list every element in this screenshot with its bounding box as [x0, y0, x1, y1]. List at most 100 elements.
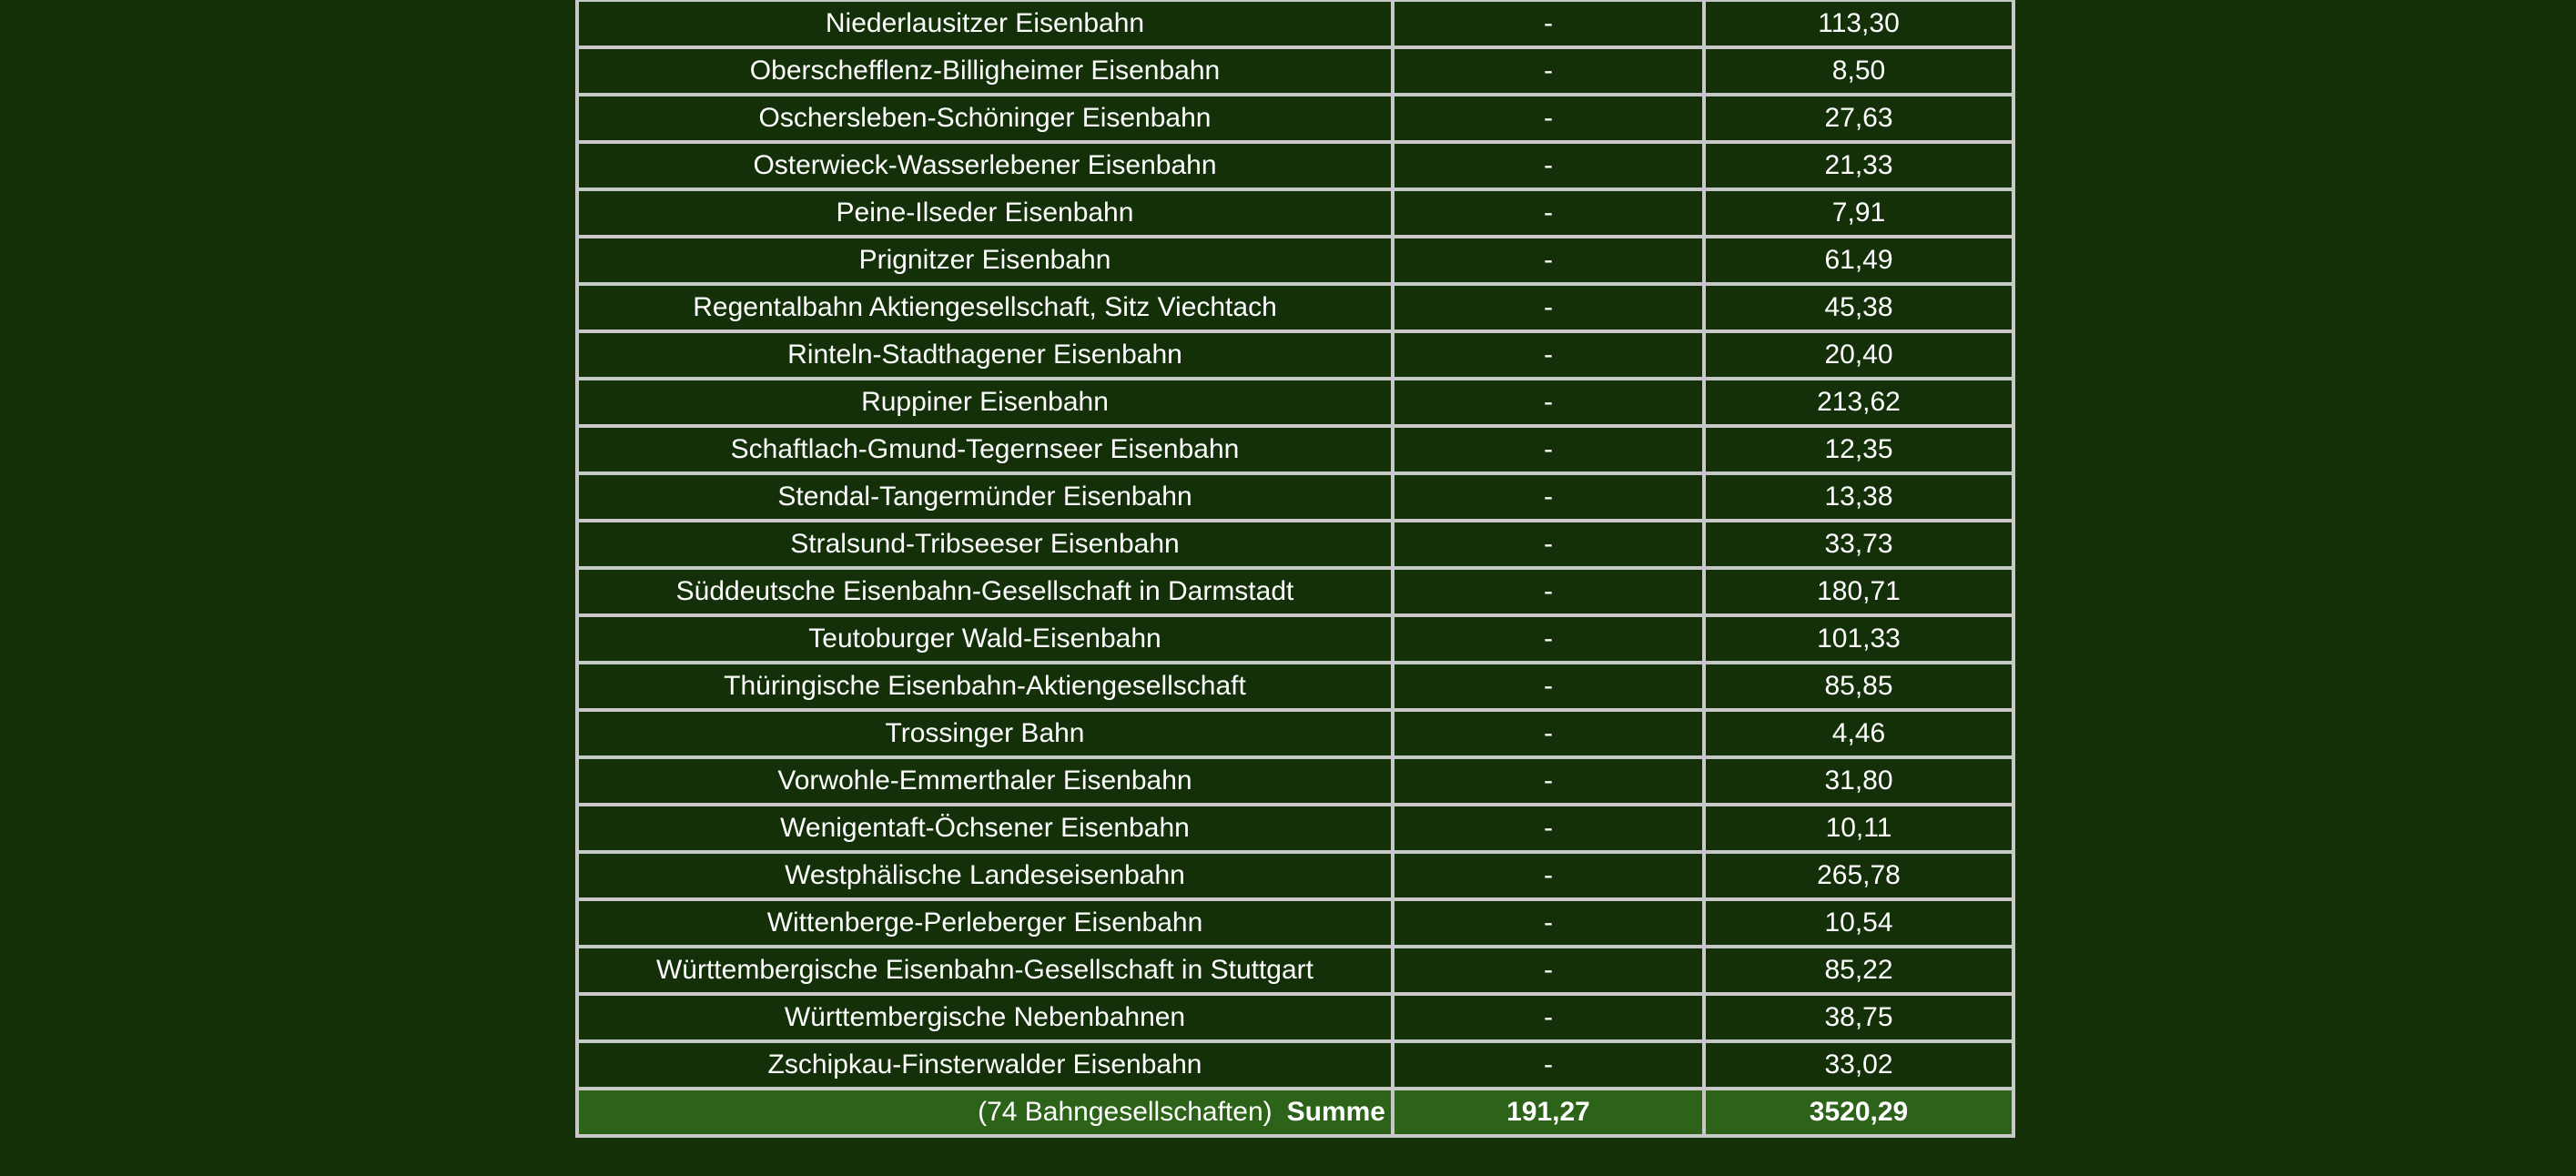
company-name-cell: Württembergische Eisenbahn-Gesellschaft … — [577, 947, 1393, 994]
value-cell-3: 8,50 — [1704, 47, 2013, 95]
table-row: Zschipkau-Finsterwalder Eisenbahn -33,02 — [577, 1041, 2013, 1089]
table-row: Osterwieck-Wasserlebener Eisenbahn -21,33 — [577, 142, 2013, 189]
value-cell-3: 33,73 — [1704, 521, 2013, 568]
company-name-cell: Rinteln-Stadthagener Eisenbahn — [577, 331, 1393, 379]
table-row: Teutoburger Wald-Eisenbahn -101,33 — [577, 615, 2013, 663]
table-row: Thüringische Eisenbahn-Aktiengesellschaf… — [577, 663, 2013, 710]
value-cell-2: - — [1393, 805, 1704, 852]
company-name-cell: Wittenberge-Perleberger Eisenbahn — [577, 899, 1393, 947]
table-row: Vorwohle-Emmerthaler Eisenbahn -31,80 — [577, 757, 2013, 805]
company-name-cell: Oschersleben-Schöninger Eisenbahn — [577, 95, 1393, 142]
value-cell-3: 113,30 — [1704, 0, 2013, 47]
company-name-cell: Trossinger Bahn — [577, 710, 1393, 757]
value-cell-2: - — [1393, 568, 1704, 615]
value-cell-2: - — [1393, 473, 1704, 521]
value-cell-2: - — [1393, 521, 1704, 568]
company-name-cell: Osterwieck-Wasserlebener Eisenbahn — [577, 142, 1393, 189]
value-cell-3: 101,33 — [1704, 615, 2013, 663]
table-row: Württembergische Eisenbahn-Gesellschaft … — [577, 947, 2013, 994]
value-cell-2: - — [1393, 237, 1704, 284]
table-row: Westphälische Landeseisenbahn -265,78 — [577, 852, 2013, 899]
summary-value-2: 191,27 — [1393, 1089, 1704, 1136]
value-cell-3: 85,22 — [1704, 947, 2013, 994]
value-cell-3: 4,46 — [1704, 710, 2013, 757]
table-row: Stralsund-Tribseeser Eisenbahn -33,73 — [577, 521, 2013, 568]
value-cell-3: 45,38 — [1704, 284, 2013, 331]
table-row: Wittenberge-Perleberger Eisenbahn -10,54 — [577, 899, 2013, 947]
company-name-cell: Oberschefflenz-Billigheimer Eisenbahn — [577, 47, 1393, 95]
value-cell-2: - — [1393, 189, 1704, 237]
company-name-cell: Wenigentaft-Öchsener Eisenbahn — [577, 805, 1393, 852]
company-name-cell: Niederlausitzer Eisenbahn — [577, 0, 1393, 47]
company-name-cell: Ruppiner Eisenbahn — [577, 379, 1393, 426]
company-name-cell: Westphälische Landeseisenbahn — [577, 852, 1393, 899]
company-name-cell: Teutoburger Wald-Eisenbahn — [577, 615, 1393, 663]
value-cell-3: 13,38 — [1704, 473, 2013, 521]
value-cell-3: 265,78 — [1704, 852, 2013, 899]
value-cell-3: 10,54 — [1704, 899, 2013, 947]
table-row: Prignitzer Eisenbahn -61,49 — [577, 237, 2013, 284]
value-cell-2: - — [1393, 142, 1704, 189]
value-cell-2: - — [1393, 331, 1704, 379]
value-cell-2: - — [1393, 710, 1704, 757]
value-cell-3: 10,11 — [1704, 805, 2013, 852]
value-cell-2: - — [1393, 284, 1704, 331]
value-cell-2: - — [1393, 1041, 1704, 1089]
value-cell-2: - — [1393, 0, 1704, 47]
value-cell-2: - — [1393, 994, 1704, 1041]
table-row: Württembergische Nebenbahnen -38,75 — [577, 994, 2013, 1041]
value-cell-3: 27,63 — [1704, 95, 2013, 142]
table-row: Ruppiner Eisenbahn -213,62 — [577, 379, 2013, 426]
value-cell-2: - — [1393, 379, 1704, 426]
table-row: Oberschefflenz-Billigheimer Eisenbahn -8,… — [577, 47, 2013, 95]
value-cell-3: 21,33 — [1704, 142, 2013, 189]
company-name-cell: Vorwohle-Emmerthaler Eisenbahn — [577, 757, 1393, 805]
value-cell-3: 12,35 — [1704, 426, 2013, 473]
value-cell-3: 7,91 — [1704, 189, 2013, 237]
table-body: Niederlausitzer Eisenbahn -113,30 Obersche… — [577, 0, 2013, 1136]
company-name-cell: Prignitzer Eisenbahn — [577, 237, 1393, 284]
summary-row: (74 Bahngesellschaften) Summe 191,27 3520,2… — [577, 1089, 2013, 1136]
table-row: Peine-Ilseder Eisenbahn -7,91 — [577, 189, 2013, 237]
table-row: Schaftlach-Gmund-Tegernseer Eisenbahn -12… — [577, 426, 2013, 473]
railway-table: Niederlausitzer Eisenbahn -113,30 Obersche… — [575, 0, 2015, 1138]
value-cell-3: 213,62 — [1704, 379, 2013, 426]
summary-label-cell: (74 Bahngesellschaften) Summe — [577, 1089, 1393, 1136]
table-row: Niederlausitzer Eisenbahn -113,30 — [577, 0, 2013, 47]
table-row: Süddeutsche Eisenbahn-Gesellschaft in Da… — [577, 568, 2013, 615]
company-name-cell: Stendal-Tangermünder Eisenbahn — [577, 473, 1393, 521]
value-cell-2: - — [1393, 47, 1704, 95]
table-row: Oschersleben-Schöninger Eisenbahn -27,63 — [577, 95, 2013, 142]
value-cell-2: - — [1393, 899, 1704, 947]
value-cell-2: - — [1393, 947, 1704, 994]
value-cell-3: 180,71 — [1704, 568, 2013, 615]
value-cell-2: - — [1393, 663, 1704, 710]
value-cell-2: - — [1393, 426, 1704, 473]
table-row: Wenigentaft-Öchsener Eisenbahn -10,11 — [577, 805, 2013, 852]
value-cell-2: - — [1393, 852, 1704, 899]
value-cell-3: 38,75 — [1704, 994, 2013, 1041]
table-row: Trossinger Bahn -4,46 — [577, 710, 2013, 757]
value-cell-3: 31,80 — [1704, 757, 2013, 805]
company-name-cell: Regentalbahn Aktiengesellschaft, Sitz Vi… — [577, 284, 1393, 331]
value-cell-3: 33,02 — [1704, 1041, 2013, 1089]
value-cell-3: 20,40 — [1704, 331, 2013, 379]
value-cell-2: - — [1393, 615, 1704, 663]
company-name-cell: Peine-Ilseder Eisenbahn — [577, 189, 1393, 237]
company-count: (74 Bahngesellschaften) — [978, 1097, 1273, 1127]
summary-label: Summe — [1286, 1097, 1385, 1127]
company-name-cell: Thüringische Eisenbahn-Aktiengesellschaf… — [577, 663, 1393, 710]
summary-value-3: 3520,29 — [1704, 1089, 2013, 1136]
company-name-cell: Süddeutsche Eisenbahn-Gesellschaft in Da… — [577, 568, 1393, 615]
company-name-cell: Stralsund-Tribseeser Eisenbahn — [577, 521, 1393, 568]
company-name-cell: Württembergische Nebenbahnen — [577, 994, 1393, 1041]
table-row: Regentalbahn Aktiengesellschaft, Sitz Vi… — [577, 284, 2013, 331]
table-row: Rinteln-Stadthagener Eisenbahn -20,40 — [577, 331, 2013, 379]
value-cell-3: 61,49 — [1704, 237, 2013, 284]
value-cell-3: 85,85 — [1704, 663, 2013, 710]
company-name-cell: Zschipkau-Finsterwalder Eisenbahn — [577, 1041, 1393, 1089]
table-row: Stendal-Tangermünder Eisenbahn -13,38 — [577, 473, 2013, 521]
value-cell-2: - — [1393, 95, 1704, 142]
company-name-cell: Schaftlach-Gmund-Tegernseer Eisenbahn — [577, 426, 1393, 473]
value-cell-2: - — [1393, 757, 1704, 805]
